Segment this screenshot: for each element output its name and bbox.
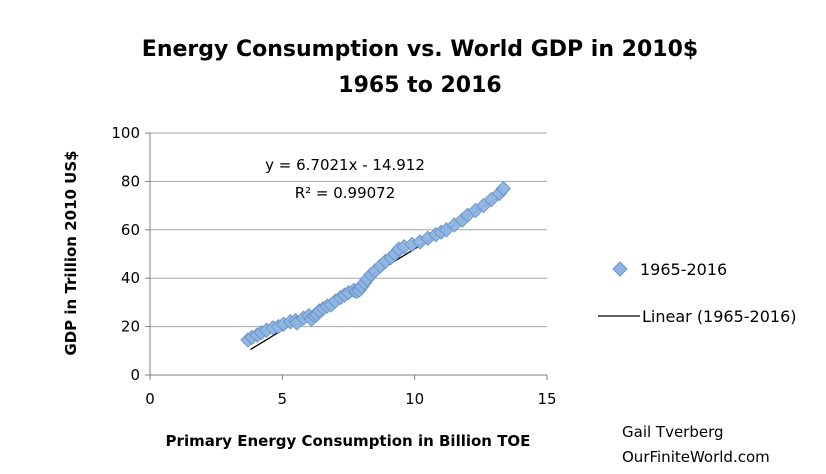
- y-tick-label: 40: [121, 269, 140, 287]
- y-tick-label: 0: [130, 366, 140, 384]
- trendline-equation: y = 6.7021x - 14.912: [265, 156, 425, 174]
- legend-trendline-label: Linear (1965-2016): [642, 307, 797, 326]
- chart-title-line1: Energy Consumption vs. World GDP in 2010…: [142, 37, 698, 62]
- grid-lines: [150, 132, 547, 328]
- y-axis-title: GDP in Trillion 2010 US$: [62, 150, 80, 355]
- y-tick-label: 100: [111, 124, 140, 142]
- legend: 1965-2016 Linear (1965-2016): [598, 260, 797, 326]
- x-tick-label: 15: [537, 390, 556, 408]
- data-point: [495, 180, 512, 197]
- data-points: [240, 180, 512, 348]
- chart-title-line2: 1965 to 2016: [338, 73, 501, 98]
- legend-series-label: 1965-2016: [640, 260, 727, 279]
- y-tick-label: 60: [121, 221, 140, 239]
- x-tick-label: 10: [405, 390, 424, 408]
- x-tick-label: 0: [145, 390, 155, 408]
- y-tick-label: 80: [121, 172, 140, 190]
- y-tick-label: 20: [121, 318, 140, 336]
- credit-website: OurFiniteWorld.com: [622, 448, 770, 466]
- x-tick-label: 5: [278, 390, 288, 408]
- trendline-r-squared: R² = 0.99072: [295, 184, 396, 202]
- tick-labels: 0 20 40 60 80 100 0 5 10 15: [111, 124, 556, 408]
- x-axis-title: Primary Energy Consumption in Billion TO…: [166, 432, 531, 450]
- axes: [145, 132, 548, 380]
- credit-author: Gail Tverberg: [622, 423, 724, 441]
- legend-marker-diamond: [612, 261, 628, 277]
